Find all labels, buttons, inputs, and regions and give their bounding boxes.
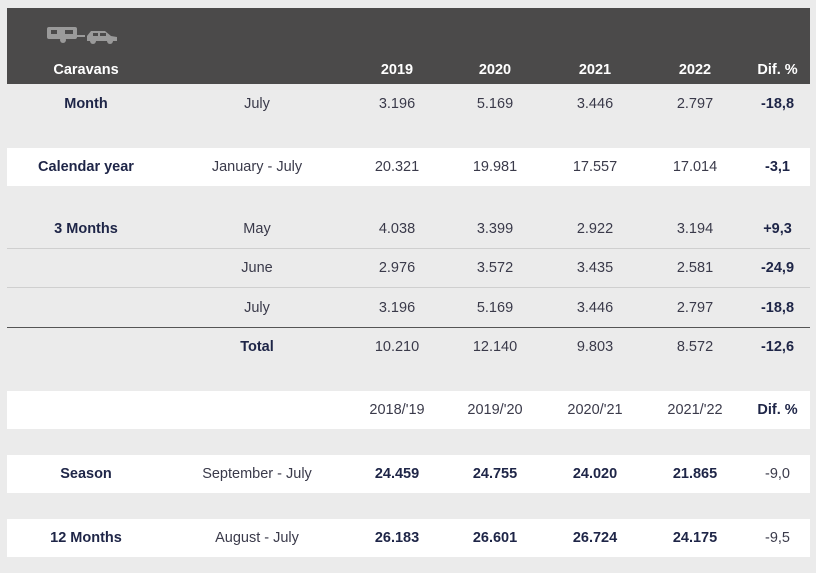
table-row: June 2.976 3.572 3.435 2.581 -24,9 (7, 249, 810, 288)
row-label: Calendar year (38, 159, 134, 175)
car-icon (87, 31, 117, 44)
row-period: July (244, 299, 270, 316)
cell-value: 10.210 (374, 339, 420, 355)
season-header-row: 2018/'19 2019/'20 2020/'21 2021/'22 Dif.… (7, 391, 810, 429)
season-year: 2020/'21 (567, 402, 623, 418)
cell-value: 4.038 (378, 221, 416, 237)
cell-value: 20.321 (374, 159, 420, 175)
cell-value: 3.446 (576, 299, 614, 316)
row-period: May (243, 221, 271, 237)
cell-diff: -12,6 (760, 339, 795, 355)
header-year: 2021 (578, 62, 612, 78)
cell-value: 19.981 (472, 159, 518, 175)
cell-value: 3.572 (476, 260, 514, 276)
caravans-table: Caravans 2019 2020 2021 2022 Dif. % Mont… (7, 8, 810, 557)
table-row: 3 Months May 4.038 3.399 2.922 3.194 +9,… (7, 210, 810, 249)
table-row: July 3.196 5.169 3.446 2.797 -18,8 (7, 288, 810, 328)
cell-value: 2.797 (676, 96, 714, 112)
table-header: Caravans 2019 2020 2021 2022 Dif. % (7, 8, 810, 84)
season-year: 2018/'19 (369, 402, 425, 418)
row-period: September - July (202, 466, 312, 482)
vehicle-icons (47, 25, 127, 50)
row-label: 3 Months (54, 221, 118, 237)
season-year: 2021/'22 (667, 402, 723, 418)
cell-diff: -18,8 (760, 299, 795, 316)
header-year: 2022 (678, 62, 712, 78)
header-title: Caravans (53, 62, 119, 78)
cell-value: 5.169 (476, 299, 514, 316)
cell-value: 26.183 (374, 530, 420, 546)
cell-value: 9.803 (576, 339, 614, 355)
header-year: 2019 (380, 62, 414, 78)
cell-diff: -9,0 (765, 466, 790, 482)
row-label: Month (64, 96, 108, 112)
cell-value: 5.169 (476, 96, 514, 112)
cell-diff: +9,3 (763, 221, 792, 237)
cell-diff: -18,8 (760, 96, 795, 112)
cell-value: 3.196 (378, 96, 416, 112)
cell-value: 24.459 (374, 466, 420, 482)
row-label: Season (60, 466, 112, 482)
cell-value: 2.976 (378, 260, 416, 276)
cell-diff: -3,1 (765, 159, 790, 175)
cell-value: 17.014 (672, 159, 718, 175)
cell-value: 24.175 (672, 530, 718, 546)
cell-value: 21.865 (672, 466, 718, 482)
header-year: 2020 (478, 62, 512, 78)
cell-value: 3.435 (576, 260, 614, 276)
cell-value: 3.194 (676, 221, 714, 237)
total-label: Total (240, 339, 274, 355)
row-label: 12 Months (50, 530, 122, 546)
cell-value: 24.755 (472, 466, 518, 482)
table-row: Month July 3.196 5.169 3.446 2.797 -18,8 (7, 84, 810, 124)
row-period: August - July (215, 530, 299, 546)
cell-value: 3.446 (576, 96, 614, 112)
cell-value: 2.922 (576, 221, 614, 237)
row-period: July (244, 96, 270, 112)
cell-value: 2.797 (676, 299, 714, 316)
cell-value: 26.724 (572, 530, 618, 546)
header-diff: Dif. % (757, 62, 798, 78)
table-row: Season September - July 24.459 24.755 24… (7, 455, 810, 493)
total-row: Total 10.210 12.140 9.803 8.572 -12,6 (7, 328, 810, 366)
season-diff-label: Dif. % (757, 402, 798, 418)
cell-value: 3.399 (476, 221, 514, 237)
cell-value: 24.020 (572, 466, 618, 482)
cell-diff: -9,5 (765, 530, 790, 546)
cell-diff: -24,9 (760, 260, 795, 276)
row-period: June (241, 260, 273, 276)
cell-value: 8.572 (676, 339, 714, 355)
row-period: January - July (211, 159, 303, 175)
cell-value: 17.557 (572, 159, 618, 175)
cell-value: 2.581 (676, 260, 714, 276)
caravan-icon (47, 27, 85, 43)
cell-value: 12.140 (472, 339, 518, 355)
season-year: 2019/'20 (467, 402, 523, 418)
table-row: 12 Months August - July 26.183 26.601 26… (7, 519, 810, 557)
table-row: Calendar year January - July 20.321 19.9… (7, 148, 810, 186)
cell-value: 26.601 (472, 530, 518, 546)
cell-value: 3.196 (378, 299, 416, 316)
